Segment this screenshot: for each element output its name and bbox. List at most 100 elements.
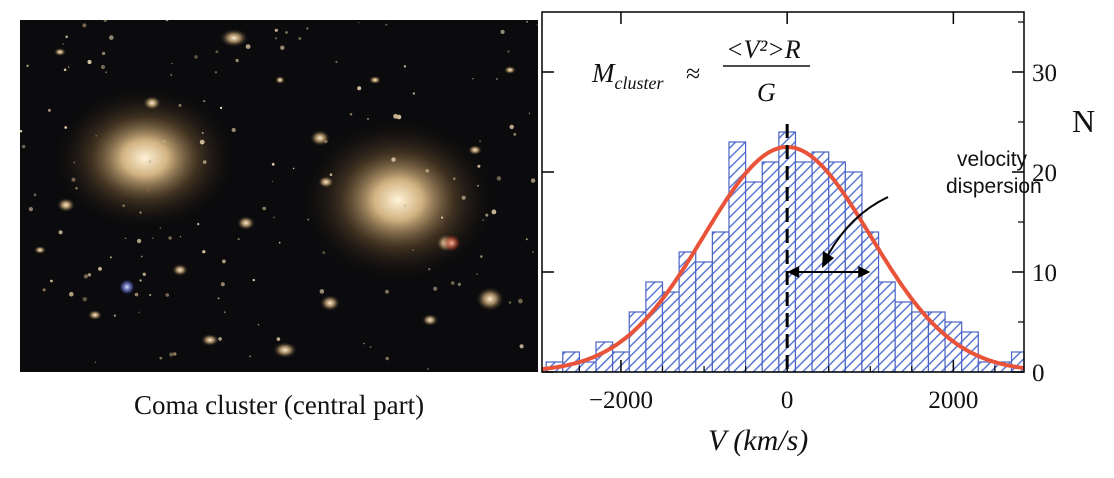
coma-cluster-image (20, 20, 538, 372)
faint-galaxy (103, 20, 107, 22)
y-tick-label: 10 (1032, 260, 1057, 287)
faint-galaxy (214, 71, 218, 74)
faint-galaxy (385, 289, 389, 294)
histogram-bar (761, 161, 780, 373)
faint-galaxy (148, 160, 152, 163)
x-tick-label: 0 (781, 387, 794, 414)
faint-galaxy (433, 286, 438, 291)
annotation-line1: velocity (957, 148, 1028, 171)
faint-galaxy (525, 238, 528, 241)
faint-galaxy (280, 45, 285, 50)
annotation-line2: dispersion (946, 175, 1042, 198)
faint-galaxy (369, 210, 372, 213)
faint-galaxy (87, 59, 92, 65)
faint-galaxy (169, 352, 174, 357)
faint-galaxy (412, 249, 414, 251)
histogram-bar (578, 361, 597, 373)
faint-galaxy (513, 133, 517, 136)
faint-galaxy (140, 255, 143, 258)
histogram-bar (745, 181, 763, 373)
histogram-bar (711, 231, 730, 373)
formula-lhs: M (591, 58, 616, 88)
galaxy (34, 246, 46, 254)
faint-galaxy (252, 278, 255, 282)
formula-denominator: G (757, 78, 776, 107)
galaxy (220, 29, 248, 47)
faint-galaxy (257, 323, 260, 326)
faint-galaxy (509, 124, 514, 130)
faint-galaxy (476, 273, 478, 275)
faint-galaxy (202, 160, 207, 164)
faint-galaxy (159, 227, 161, 229)
histogram-bar (977, 361, 996, 373)
galaxy (504, 66, 516, 74)
faint-galaxy (109, 35, 114, 40)
histogram-bar (645, 281, 664, 373)
faint-galaxy (95, 135, 97, 137)
faint-galaxy (403, 204, 407, 208)
gaussian-fit-curve (541, 144, 1025, 372)
faint-galaxy (450, 281, 455, 285)
faint-galaxy (98, 267, 102, 271)
histogram-bars (545, 131, 1025, 373)
faint-galaxy (194, 55, 198, 59)
faint-galaxy (385, 23, 388, 26)
galaxy (273, 342, 297, 358)
faint-galaxy (217, 297, 220, 300)
faint-galaxy (171, 62, 173, 65)
faint-galaxy (526, 21, 528, 23)
histogram-bar (861, 231, 880, 373)
faint-galaxy (75, 187, 78, 190)
galaxy (237, 216, 255, 230)
galaxy (310, 130, 330, 146)
faint-galaxy (403, 65, 406, 68)
galaxy (468, 145, 482, 155)
faint-galaxy (219, 106, 223, 110)
annotation-pointer-curve (827, 196, 889, 256)
faint-galaxy (203, 100, 206, 103)
galaxy (422, 314, 438, 326)
faint-galaxy (349, 113, 353, 116)
faint-galaxy (307, 218, 310, 221)
faint-galaxy (274, 37, 277, 40)
svg-text:Mcluster: Mcluster (591, 58, 664, 93)
faint-galaxy (100, 64, 106, 70)
faint-galaxy (218, 337, 222, 341)
faint-galaxy (220, 282, 225, 287)
faint-galaxy (163, 140, 166, 143)
galaxy (275, 76, 285, 84)
faint-galaxy (73, 161, 76, 164)
faint-galaxy (50, 279, 53, 283)
faint-galaxy (491, 209, 497, 215)
faint-galaxy (173, 352, 177, 356)
faint-galaxy (485, 213, 489, 217)
galaxy (369, 76, 381, 84)
faint-galaxy (82, 297, 87, 302)
faint-galaxy (496, 176, 502, 181)
faint-galaxy (149, 293, 152, 297)
faint-galaxy (165, 20, 169, 22)
galaxy (476, 287, 504, 311)
faint-galaxy (64, 126, 68, 129)
faint-galaxy (202, 250, 206, 254)
faint-galaxy (33, 193, 37, 197)
faint-galaxy (530, 178, 536, 183)
faint-galaxy (536, 24, 538, 26)
dispersion-arrow-head-right (858, 266, 871, 278)
faint-galaxy (273, 216, 275, 219)
plot-frame (541, 11, 1025, 373)
faint-galaxy (285, 31, 288, 34)
faint-galaxy (367, 118, 369, 120)
faint-galaxy (477, 184, 479, 187)
faint-galaxy (142, 272, 146, 276)
faint-galaxy (298, 37, 302, 40)
faint-galaxy (20, 130, 23, 133)
faint-galaxy (235, 58, 239, 63)
faint-galaxy (101, 51, 106, 56)
faint-galaxy (231, 127, 236, 133)
faint-galaxy (245, 44, 251, 49)
histogram-bar (877, 281, 896, 373)
faint-galaxy (178, 103, 182, 107)
faint-galaxy (136, 238, 142, 244)
histogram-bar (661, 291, 680, 373)
